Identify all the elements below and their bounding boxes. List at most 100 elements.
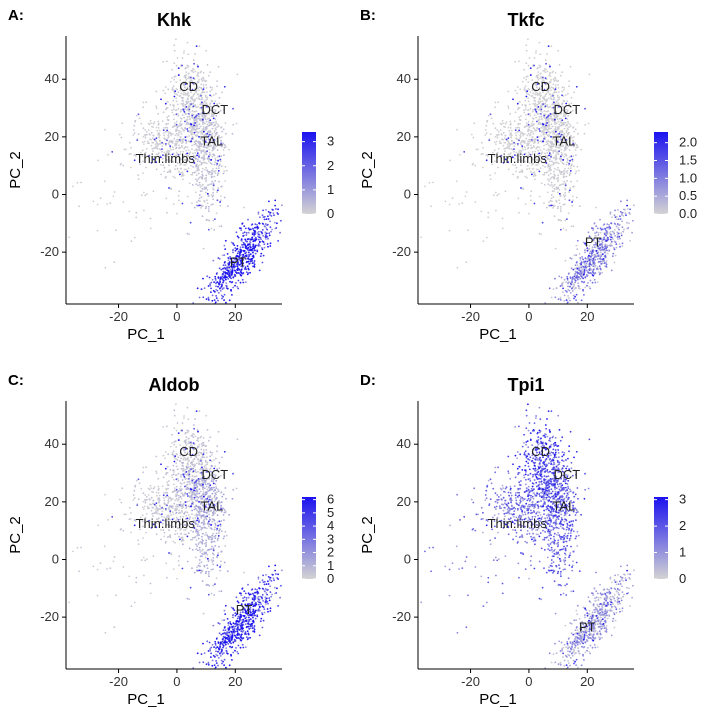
cell-point <box>496 129 498 131</box>
cell-point <box>570 181 572 183</box>
cell-point <box>197 523 199 525</box>
cell-point <box>528 139 530 141</box>
cell-point <box>540 140 542 142</box>
cell-point <box>591 253 593 255</box>
cell-point <box>539 196 541 198</box>
cell-point <box>156 137 158 139</box>
cell-point <box>217 257 219 259</box>
cell-point <box>188 101 190 103</box>
cell-point <box>158 489 160 491</box>
cell-point <box>251 239 253 241</box>
cell-point <box>222 282 224 284</box>
cell-point <box>562 291 564 293</box>
cell-point <box>168 131 170 133</box>
cell-point <box>604 228 606 230</box>
cell-point <box>611 241 613 243</box>
cell-point <box>547 116 549 118</box>
cell-point <box>173 119 175 121</box>
cell-point <box>199 79 201 81</box>
cell-point <box>515 132 517 134</box>
x-tick-label: 20 <box>228 309 242 324</box>
cell-point <box>197 149 199 151</box>
cell-point <box>528 113 530 115</box>
cell-point <box>184 128 186 130</box>
cell-point <box>173 444 175 446</box>
cell-point <box>215 159 217 161</box>
cell-point <box>556 151 558 153</box>
cell-point <box>554 121 556 123</box>
cell-point <box>240 228 242 230</box>
cell-point <box>177 57 179 59</box>
cell-point <box>176 454 178 456</box>
cell-point <box>208 149 210 151</box>
cell-point <box>534 105 536 107</box>
cell-point <box>240 249 242 251</box>
cell-point <box>506 121 508 123</box>
cell-point <box>196 126 198 128</box>
cell-point <box>178 560 180 562</box>
cell-point <box>182 178 184 180</box>
cell-point <box>266 218 268 220</box>
cell-point <box>608 249 610 251</box>
cell-point <box>173 138 175 140</box>
cell-point <box>560 160 562 162</box>
cell-point <box>530 108 532 110</box>
cell-point <box>584 249 586 251</box>
cell-point <box>212 128 214 130</box>
cell-point <box>208 525 210 527</box>
cell-point <box>601 229 603 231</box>
cell-point <box>194 122 196 124</box>
cell-point <box>177 141 179 143</box>
cell-point <box>589 266 591 268</box>
cell-point <box>177 506 179 508</box>
cell-point <box>191 70 193 72</box>
cell-point <box>572 199 574 201</box>
cell-point <box>218 283 220 285</box>
cell-point <box>190 124 192 126</box>
cell-point <box>251 249 253 251</box>
cell-point <box>208 130 210 132</box>
cell-point <box>186 116 188 118</box>
cell-point <box>552 164 554 166</box>
cell-point <box>205 96 207 98</box>
cell-point <box>251 258 253 260</box>
cell-point <box>494 102 496 104</box>
cell-point <box>621 214 623 216</box>
cell-point <box>194 476 196 478</box>
cell-point <box>558 91 560 93</box>
cell-point <box>174 168 176 170</box>
cell-point <box>226 535 228 537</box>
cell-point <box>238 280 240 282</box>
cell-point <box>199 127 201 129</box>
cell-point <box>198 164 200 166</box>
cell-point <box>204 122 206 124</box>
cell-point <box>594 222 596 224</box>
cell-point <box>157 486 159 488</box>
cell-point <box>617 209 619 211</box>
cell-point <box>173 469 175 471</box>
cell-point <box>562 159 564 161</box>
cell-point <box>172 146 174 148</box>
cell-point <box>583 266 585 268</box>
cell-point <box>143 136 145 138</box>
cell-point <box>205 179 207 181</box>
cell-point <box>171 434 173 436</box>
cell-point <box>496 195 498 197</box>
cell-point <box>188 127 190 129</box>
cell-point <box>568 80 570 82</box>
cell-point <box>230 289 232 291</box>
cell-point <box>575 173 577 175</box>
cell-point <box>581 281 583 283</box>
cell-point <box>209 436 211 438</box>
cell-point <box>197 205 199 207</box>
cell-point <box>495 136 497 138</box>
cell-point <box>224 144 226 146</box>
cell-point <box>510 127 512 129</box>
cell-point <box>597 258 599 260</box>
cell-point <box>214 172 216 174</box>
cell-point <box>156 130 158 132</box>
cell-point <box>114 191 116 193</box>
cell-point <box>207 202 209 204</box>
cell-point <box>138 178 140 180</box>
